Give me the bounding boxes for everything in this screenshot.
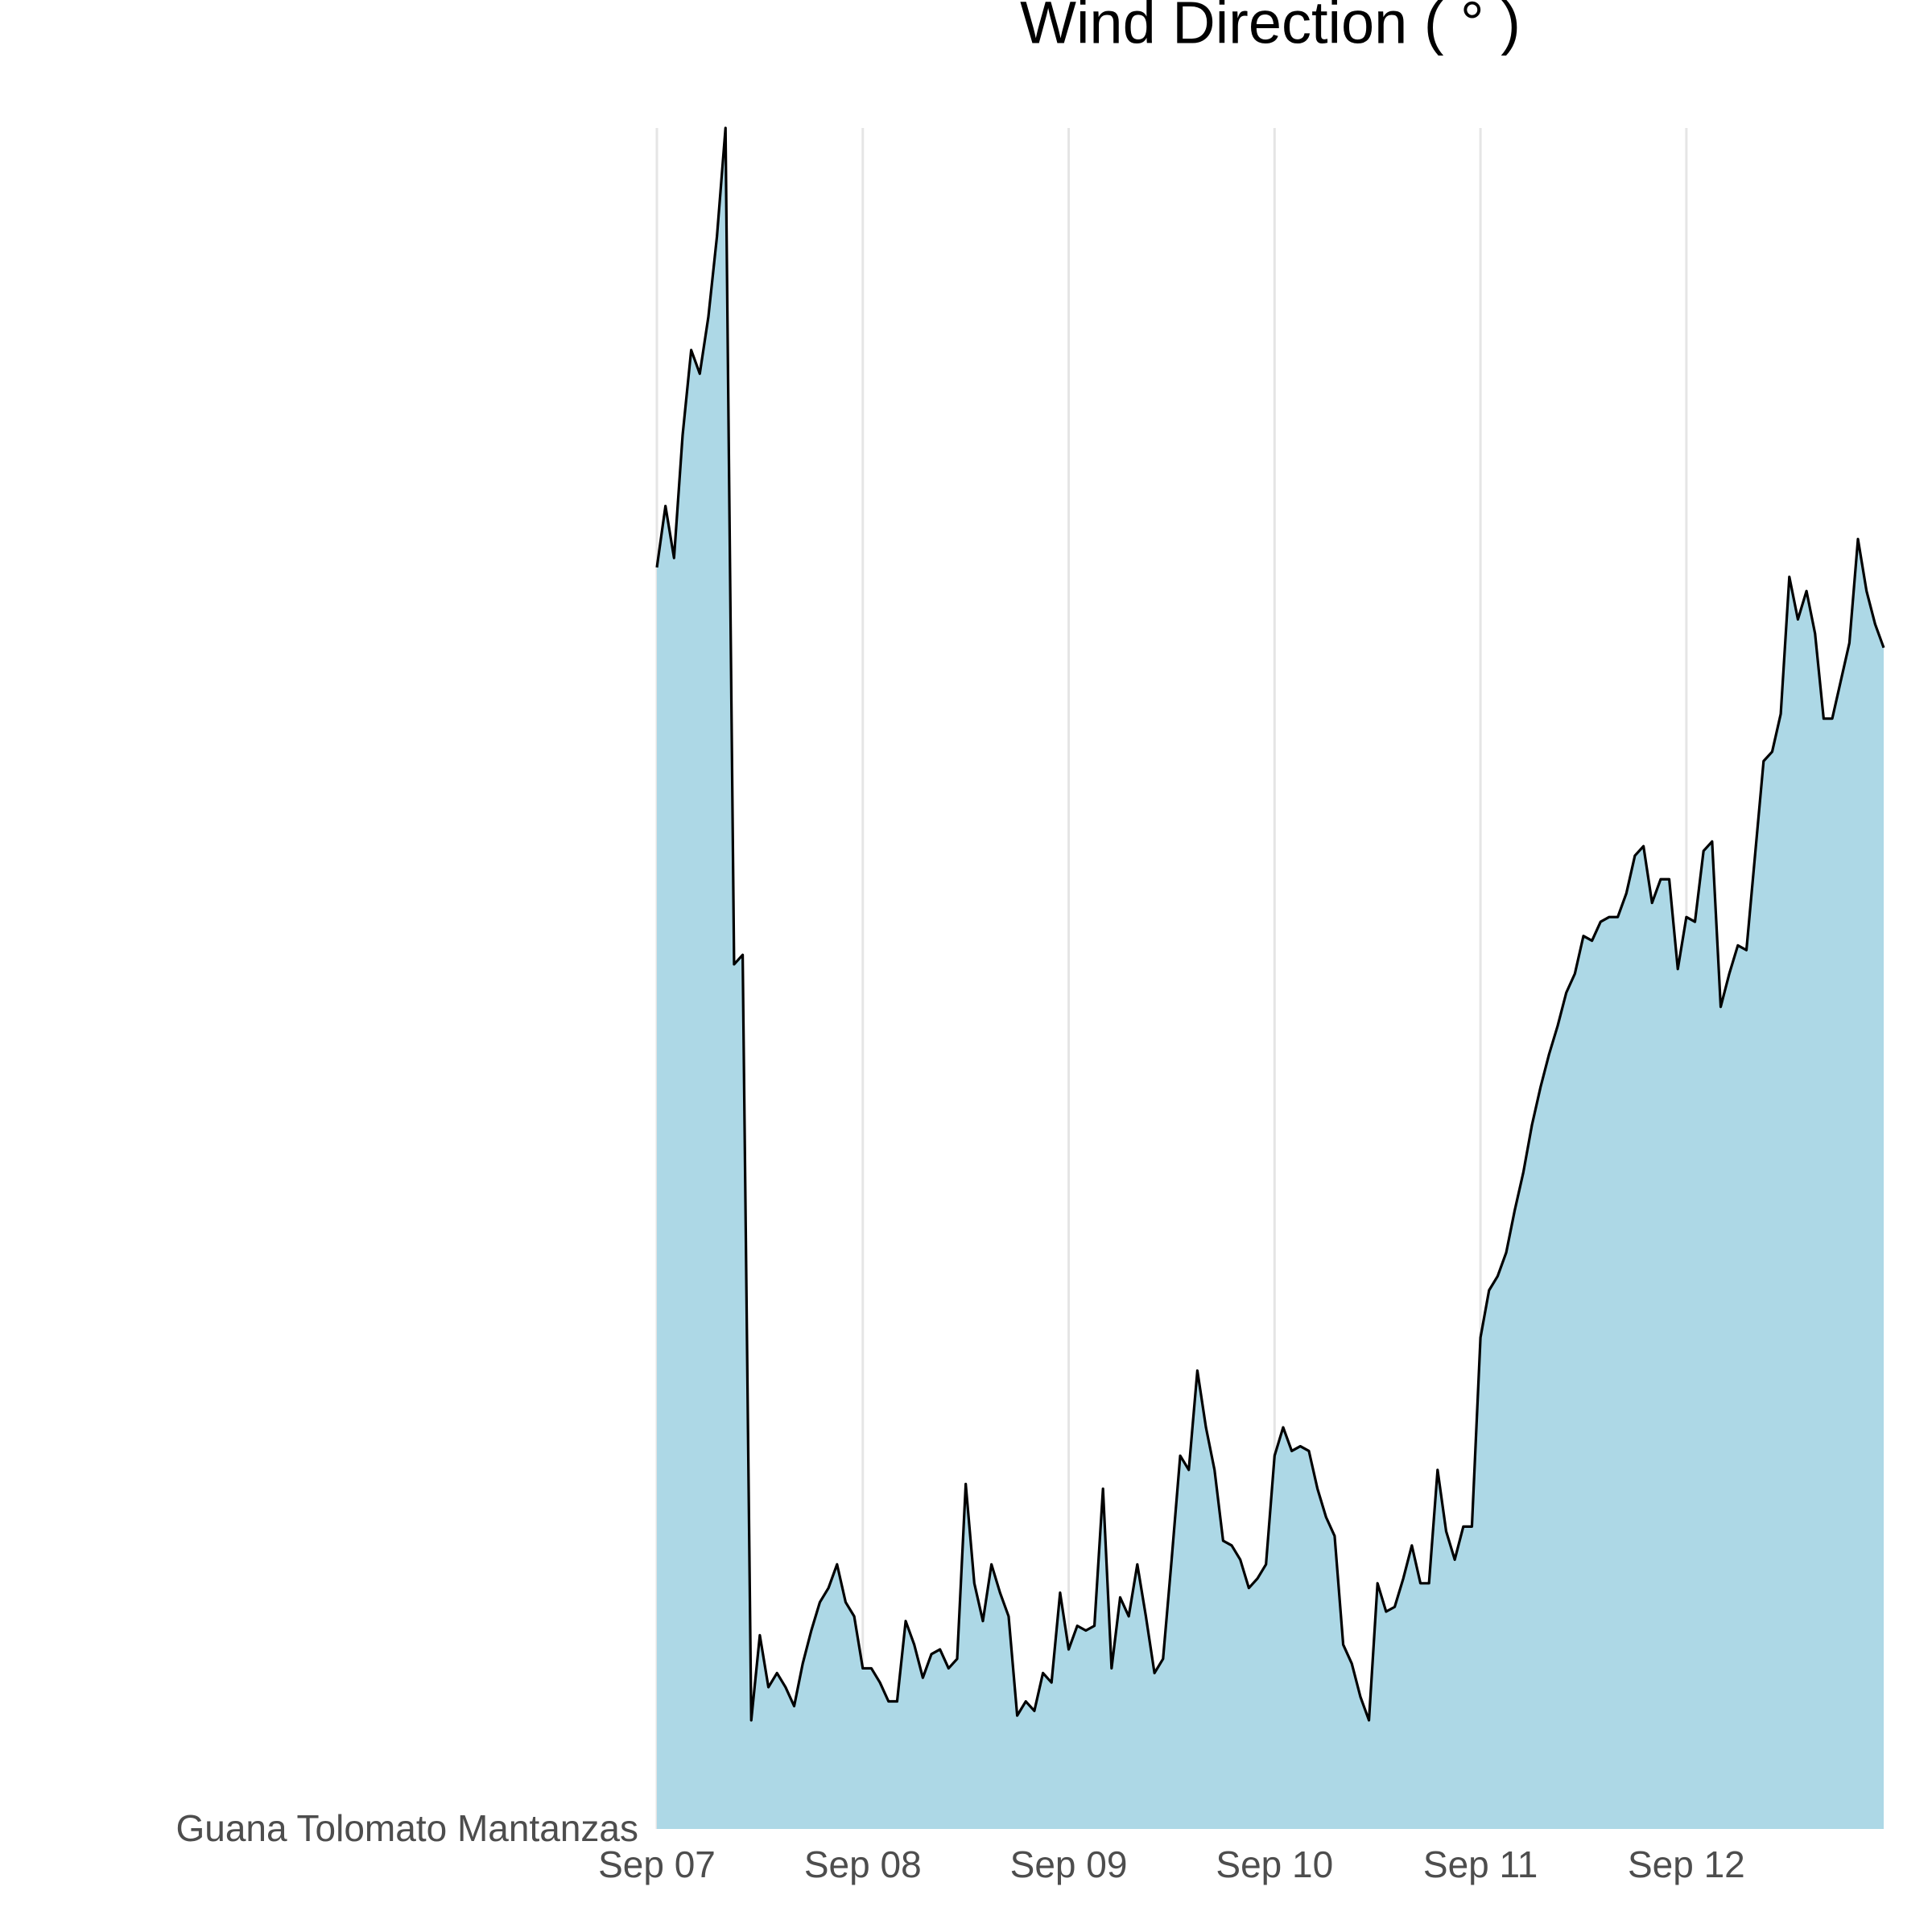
area bbox=[657, 128, 1884, 1829]
chart-title: Wind Direction ( ° ) bbox=[1020, 0, 1521, 56]
y-category-label: Guana Tolomato Mantanzas bbox=[175, 1807, 638, 1849]
x-tick-label: Sep 09 bbox=[1010, 1843, 1128, 1885]
x-tick-label: Sep 08 bbox=[804, 1843, 922, 1885]
x-tick-label: Sep 12 bbox=[1628, 1843, 1745, 1885]
x-tick-label: Sep 07 bbox=[598, 1843, 716, 1885]
x-tick-label: Sep 10 bbox=[1216, 1843, 1333, 1885]
x-tick-label: Sep 11 bbox=[1423, 1843, 1538, 1885]
line bbox=[655, 126, 1885, 1722]
